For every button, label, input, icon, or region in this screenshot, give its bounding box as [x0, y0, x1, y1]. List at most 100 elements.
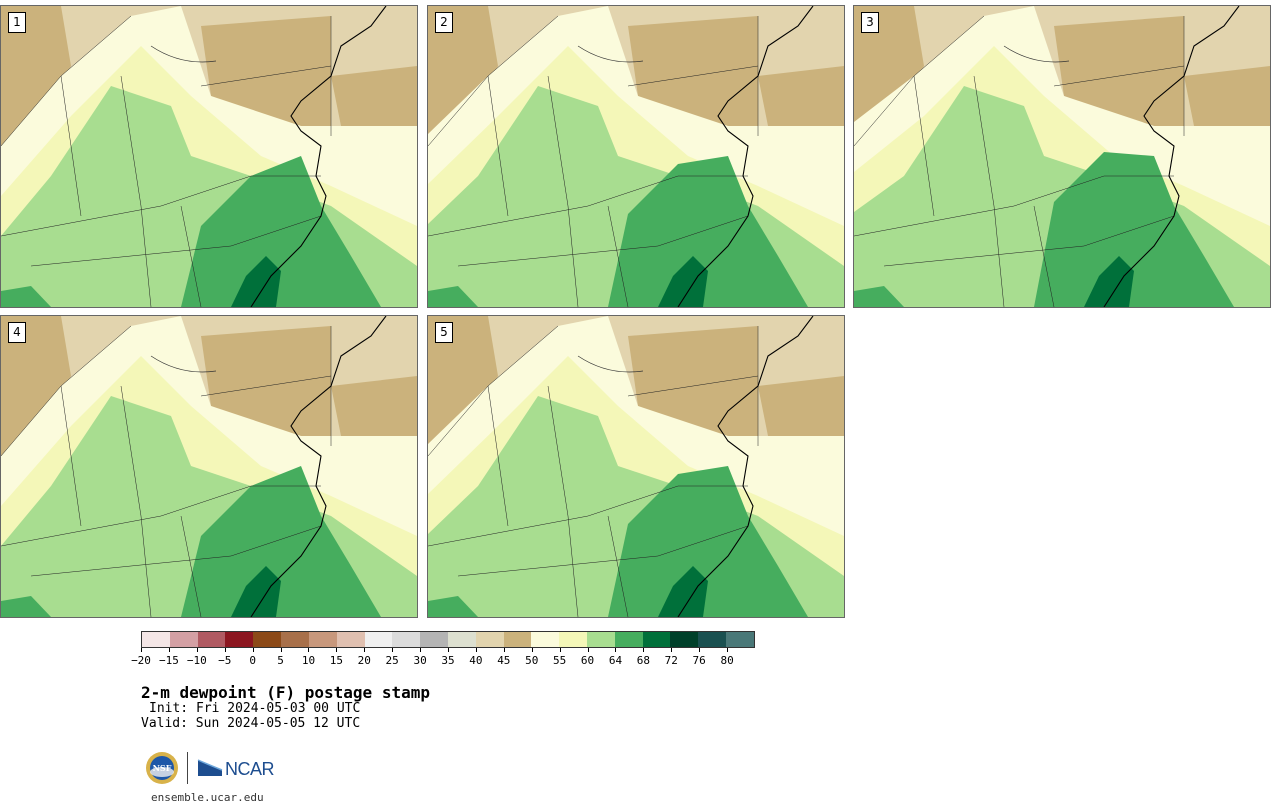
colorbar-tick-label: 45	[497, 654, 511, 667]
colorbar-swatch	[531, 632, 560, 647]
ncar-logo-text: NCAR	[225, 759, 275, 779]
humid-region	[181, 156, 381, 307]
state-boundary	[607, 515, 629, 617]
humid-region	[608, 156, 808, 307]
dry-region	[1, 316, 71, 456]
coastline	[1103, 6, 1240, 307]
lake-outline	[150, 45, 217, 63]
colorbar-tick-label: 50	[525, 654, 539, 667]
colorbar-tick	[280, 648, 282, 652]
state-boundary	[30, 525, 322, 577]
state-boundary	[120, 75, 142, 207]
coastline	[677, 6, 814, 307]
state-boundary	[487, 385, 509, 527]
colorbar-tick	[392, 648, 394, 652]
panel-label: 5	[435, 322, 453, 343]
colorbar-swatch	[308, 632, 337, 647]
svg-text:NSF: NSF	[153, 763, 172, 773]
state-boundary	[883, 215, 1175, 267]
colorbar-swatch	[670, 632, 699, 647]
dry-region	[428, 6, 498, 146]
state-boundary	[973, 75, 995, 207]
colorbar-tick-label: 72	[664, 654, 678, 667]
humid-region	[231, 256, 281, 307]
state-boundary	[547, 385, 569, 517]
state-boundary	[547, 75, 569, 207]
state-boundary	[140, 515, 152, 617]
colorbar-swatch	[503, 632, 532, 647]
colorbar-tick-label: 55	[553, 654, 567, 667]
colorbar-swatch	[726, 632, 754, 647]
state-boundary	[180, 515, 202, 617]
state-boundary	[140, 205, 152, 307]
colorbar-tick-label: 60	[580, 654, 595, 667]
state-boundary	[567, 205, 579, 307]
coastline	[250, 6, 387, 307]
colorbar-tick	[364, 648, 366, 652]
colorbar-tick-label: −5	[218, 654, 232, 667]
colorbar-swatch	[197, 632, 226, 647]
colorbar-tick	[308, 648, 310, 652]
colorbar-tick	[336, 648, 338, 652]
humid-region	[658, 256, 708, 307]
colorbar-tick	[448, 648, 449, 652]
humid-region	[428, 286, 478, 307]
chart-title: 2-m dewpoint (F) postage stamp	[141, 683, 430, 702]
ncar-mark-icon	[197, 759, 223, 776]
colorbar-tick	[196, 648, 198, 652]
colorbar-swatch	[698, 632, 727, 647]
humid-region	[1084, 256, 1134, 307]
colorbar-tick	[587, 648, 589, 652]
coastline	[677, 316, 814, 617]
panel-label: 4	[8, 322, 26, 343]
colorbar-swatch	[475, 632, 504, 647]
colorbar-swatch	[142, 632, 170, 647]
colorbar-ticks: −20 −15 −10 −5 0 5 10 15 20 25 30 35 40 45 50 55 60 64 68 7…	[131, 648, 755, 672]
colorbar-tick	[531, 648, 533, 652]
dewpoint-map-4	[1, 316, 417, 617]
postage-stamp-panel-3: 3	[853, 5, 1271, 308]
dry-region	[1, 6, 71, 146]
colorbar-tick-label: 15	[329, 654, 343, 667]
dewpoint-map-2	[428, 6, 844, 307]
state-boundary	[627, 65, 759, 87]
colorbar-tick	[643, 648, 645, 652]
panel-label: 1	[8, 12, 26, 33]
colorbar-swatch	[364, 632, 393, 647]
state-boundary	[487, 75, 509, 217]
colorbar-tick	[252, 648, 254, 652]
colorbar-swatch	[169, 632, 198, 647]
colorbar-tick	[503, 648, 505, 652]
colorbar-tick-label: 30	[413, 654, 427, 667]
colorbar-swatch	[614, 632, 643, 647]
colorbar-tick	[699, 648, 701, 652]
humid-region	[608, 466, 808, 617]
state-boundary	[60, 385, 82, 527]
state-boundary	[854, 175, 1174, 237]
logo-separator	[187, 752, 188, 784]
lake-outline	[577, 45, 644, 63]
colorbar-tick	[727, 648, 729, 652]
colorbar-tick-label: 35	[441, 654, 455, 667]
colorbar-swatch	[225, 632, 254, 647]
colorbar-tick	[559, 648, 561, 652]
humid-region	[181, 466, 381, 617]
state-boundary	[913, 75, 935, 217]
state-boundary	[457, 525, 749, 577]
colorbar-tick	[475, 648, 477, 652]
panel-label: 3	[861, 12, 879, 33]
lake-outline	[150, 355, 217, 373]
colorbar-tick	[168, 648, 170, 652]
humid-region	[658, 566, 708, 617]
state-boundary	[120, 385, 142, 517]
state-boundary	[428, 175, 748, 237]
colorbar-tick	[671, 648, 673, 652]
colorbar-swatch	[392, 632, 421, 647]
site-url[interactable]: ensemble.ucar.edu	[151, 791, 264, 804]
colorbar-swatch	[336, 632, 365, 647]
coastline	[250, 316, 387, 617]
colorbar-swatch	[420, 632, 448, 647]
state-boundary	[993, 205, 1005, 307]
postage-stamp-panel-2: 2	[427, 5, 845, 308]
state-boundary	[1053, 65, 1185, 87]
